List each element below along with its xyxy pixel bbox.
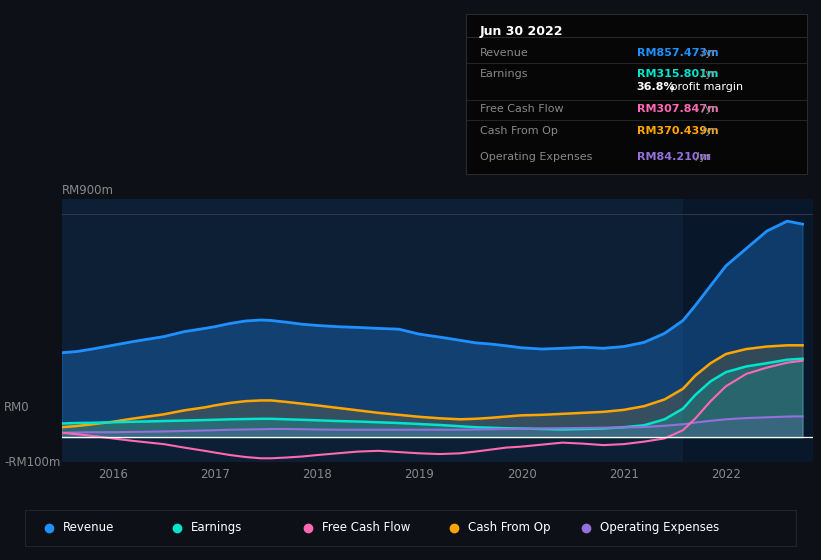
Text: RM857.473m: RM857.473m — [637, 48, 718, 58]
Text: profit margin: profit margin — [667, 82, 744, 92]
Text: /yr: /yr — [698, 127, 717, 136]
Text: RM0: RM0 — [4, 401, 30, 414]
Text: Cash From Op: Cash From Op — [469, 521, 551, 534]
Text: Earnings: Earnings — [190, 521, 242, 534]
Text: Cash From Op: Cash From Op — [480, 127, 557, 136]
Text: Jun 30 2022: Jun 30 2022 — [480, 25, 563, 38]
Text: RM900m: RM900m — [62, 184, 113, 197]
Text: Operating Expenses: Operating Expenses — [599, 521, 719, 534]
Text: Operating Expenses: Operating Expenses — [480, 152, 592, 162]
Text: /yr: /yr — [698, 48, 717, 58]
Text: Free Cash Flow: Free Cash Flow — [322, 521, 410, 534]
Text: RM307.847m: RM307.847m — [637, 104, 718, 114]
Text: Revenue: Revenue — [63, 521, 115, 534]
Text: 36.8%: 36.8% — [637, 82, 676, 92]
Text: Revenue: Revenue — [480, 48, 529, 58]
Text: Free Cash Flow: Free Cash Flow — [480, 104, 563, 114]
Text: /yr: /yr — [692, 152, 710, 162]
Text: /yr: /yr — [698, 104, 717, 114]
Text: RM370.439m: RM370.439m — [637, 127, 718, 136]
Text: -RM100m: -RM100m — [4, 455, 61, 469]
Bar — [683, 199, 813, 462]
Text: Earnings: Earnings — [480, 69, 529, 79]
Text: /yr: /yr — [698, 69, 717, 79]
Text: RM315.801m: RM315.801m — [637, 69, 718, 79]
Text: RM84.210m: RM84.210m — [637, 152, 711, 162]
